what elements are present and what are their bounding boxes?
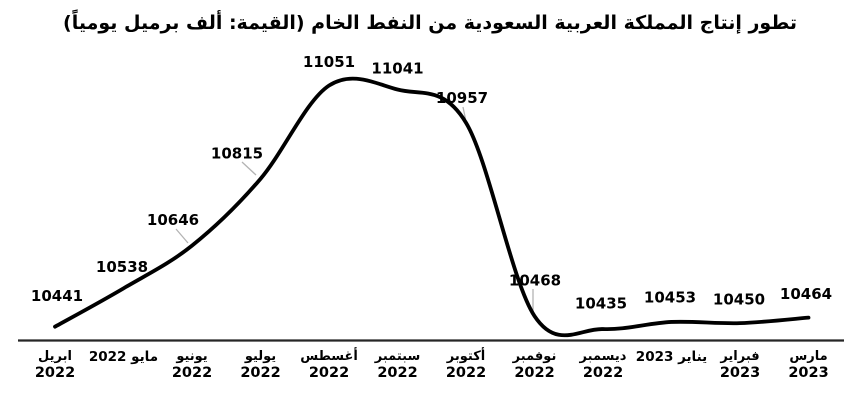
data-label: 10957 bbox=[436, 89, 488, 107]
data-label-leader-line bbox=[241, 161, 257, 176]
data-label: 10646 bbox=[147, 211, 199, 229]
data-label: 10468 bbox=[509, 272, 561, 290]
data-label: 10815 bbox=[211, 144, 263, 162]
x-axis-label: مايو 2022 bbox=[88, 349, 159, 365]
x-axis-label: فبراير 2023 bbox=[719, 349, 761, 381]
production-series-line bbox=[53, 76, 811, 338]
chart-title: تطور إنتاج المملكة العربية السعودية من ا… bbox=[63, 12, 797, 34]
x-axis-label: ابريل 2022 bbox=[34, 349, 76, 381]
data-label-leader-line bbox=[175, 228, 189, 244]
data-label-leader-line bbox=[462, 106, 467, 120]
data-label: 10441 bbox=[31, 287, 83, 305]
x-axis-label: مارس 2023 bbox=[788, 349, 829, 381]
x-axis-label: سبتمبر 2022 bbox=[374, 349, 421, 381]
data-label: 11051 bbox=[303, 53, 355, 71]
x-axis-label: أغسطس 2022 bbox=[300, 349, 358, 381]
data-label: 11041 bbox=[371, 60, 423, 78]
x-axis-label: نوفمبر 2022 bbox=[512, 349, 557, 381]
x-axis-label: يناير 2023 bbox=[635, 349, 708, 365]
x-axis-label: أكتوبر 2022 bbox=[445, 349, 487, 381]
data-label: 10450 bbox=[713, 291, 765, 309]
data-label: 10453 bbox=[644, 288, 696, 306]
data-label: 10538 bbox=[96, 258, 148, 276]
x-axis-label: يوليو 2022 bbox=[240, 349, 281, 381]
data-label: 10464 bbox=[780, 285, 832, 303]
x-axis-label: يونيو 2022 bbox=[171, 349, 213, 381]
data-label: 10435 bbox=[575, 295, 627, 313]
x-axis-label: ديسمبر 2022 bbox=[579, 349, 627, 381]
